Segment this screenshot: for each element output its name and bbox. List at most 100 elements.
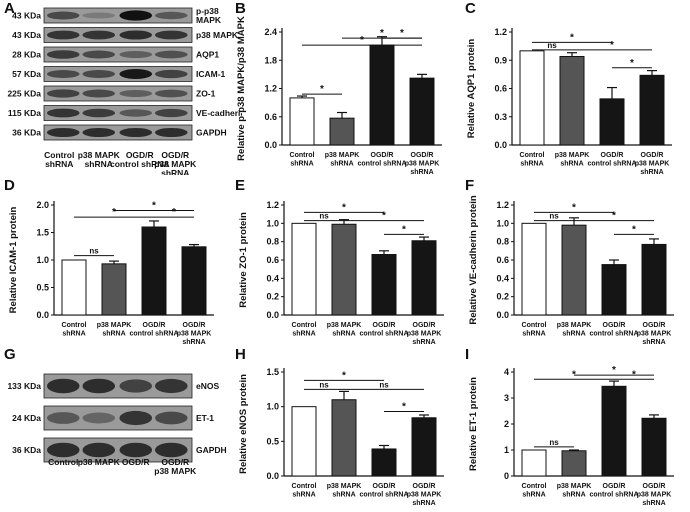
blot-kda-label: 225 KDa — [7, 89, 41, 99]
chart-d-y-tick-label: 0.0 — [36, 310, 49, 320]
blot-kda-label: 57 KDa — [12, 69, 41, 79]
chart-e-category-label: Control — [292, 322, 317, 329]
chart-e-y-tick-label: 0.6 — [266, 255, 279, 265]
chart-e-category-label: OGD/R — [413, 322, 436, 329]
chart-d-category-label: control shRNA — [130, 331, 179, 338]
chart-f-y-tick-label: 0.2 — [496, 292, 509, 302]
chart-b-category-label: shRNA — [410, 169, 433, 175]
chart-i-category-label: OGD/R — [643, 483, 666, 490]
chart-e-y-axis-label: Relative ZO-1 protein — [238, 212, 249, 308]
chart-b-y-axis-label: Relative p-p38 MAPK/p38 MAPK — [236, 16, 247, 161]
blot-protein-label: ET-1 — [196, 413, 214, 423]
chart-h-bar — [291, 406, 317, 477]
blot-strip — [43, 66, 193, 82]
blot-band — [119, 109, 153, 117]
chart-h-category-label: OGD/R — [413, 483, 436, 490]
chart-i-y-tick-label: 2 — [504, 419, 509, 429]
chart-e-y-tick-label: 1.2 — [266, 200, 279, 210]
chart-i-error-bar — [649, 414, 659, 419]
chart-f-error-bar — [649, 238, 659, 245]
chart-c-y-tick-label: 0.6 — [494, 84, 507, 94]
chart-h-significance-label: * — [342, 370, 346, 381]
chart-h-y-tick-label: 1.0 — [266, 402, 279, 412]
blot-band — [82, 412, 116, 424]
chart-h-error-bar — [379, 444, 389, 449]
chart-f-significance-label: * — [612, 211, 616, 222]
chart-panel-e: E Relative ZO-1 protein 0.0 0.2 0.4 0.6 0.8 1.… — [230, 175, 460, 352]
chart-b-y-tick-label: 2.4 — [264, 27, 277, 37]
chart-h-y-axis-label: Relative eNOS protein — [238, 374, 249, 474]
chart-h-bar — [411, 417, 437, 477]
chart-e-category-label: shRNA — [332, 331, 355, 338]
blot-band — [155, 108, 188, 118]
chart-i-y-tick-label: 4 — [504, 367, 509, 377]
chart-panel-b: B Relative p-p38 MAPK/p38 MAPK 0.0 0.6 1.2 1… — [228, 0, 460, 180]
chart-b-bar — [329, 117, 355, 146]
chart-h-significance-label: ns — [319, 380, 329, 389]
blot-row: 115 KDa VE-cadherin — [8, 105, 240, 121]
chart-b-y-tick-label: 1.2 — [264, 84, 277, 94]
chart-b-error-bar — [417, 73, 427, 79]
chart-c-bar — [519, 50, 545, 146]
chart-e-category-label: OGD/R — [373, 322, 396, 329]
chart-c-error-bar — [567, 52, 577, 57]
chart-d-category-label: p38 MAPK — [97, 322, 132, 329]
blot-band — [46, 127, 80, 138]
chart-h-significance-label: ns — [379, 380, 389, 389]
blot-band — [46, 70, 80, 78]
bar-chart-d: Relative ICAM-1 protein 0.0 0.5 1.0 1.5 2.0 Co… — [8, 200, 214, 346]
chart-c-category-label: Control — [520, 152, 545, 159]
chart-c-error-bar — [607, 86, 617, 99]
chart-e-significance-label: ns — [319, 212, 329, 221]
blot-row: 133 KDa eNOS — [7, 373, 219, 399]
blot-kda-label: 43 KDa — [12, 11, 41, 21]
chart-e-y-tick-label: 0.2 — [266, 292, 279, 302]
chart-c-category-label: OGD/R — [601, 152, 624, 159]
chart-c-bar — [559, 55, 585, 146]
panel-letter-i: I — [465, 346, 470, 363]
chart-f-significance-label: * — [572, 202, 576, 213]
blot-row: 24 KDa ET-1 — [12, 405, 214, 431]
chart-i-category-label: shRNA — [522, 492, 545, 499]
blot-band — [155, 69, 188, 79]
chart-f-category-label: p38 MAPK — [557, 322, 592, 329]
chart-f-error-bar — [569, 217, 579, 226]
chart-h-y-tick-label: 1.5 — [266, 367, 279, 377]
blot-strip — [43, 7, 193, 24]
chart-b-error-bar — [297, 95, 307, 98]
chart-d-error-bar — [189, 243, 199, 247]
chart-c-y-tick-label: 0.3 — [494, 112, 507, 122]
bar-chart-e: Relative ZO-1 protein 0.0 0.2 0.4 0.6 0.8 1.0 1… — [238, 200, 444, 346]
chart-f-significance-label: ns — [549, 212, 559, 221]
chart-d-significance-label: * — [152, 201, 156, 212]
chart-b-category-label: OGD/R — [371, 152, 394, 159]
blot-kda-label: 43 KDa — [12, 30, 41, 40]
chart-h-category-label: shRNA — [412, 500, 435, 507]
blot-group-label: p38 MAPK — [78, 457, 121, 467]
chart-c-error-bar — [647, 70, 657, 76]
blot-strip — [43, 85, 193, 102]
chart-f-y-tick-label: 0.8 — [496, 237, 509, 247]
blot-group-label: Control — [44, 150, 74, 160]
chart-b-significance-label: * — [360, 35, 364, 46]
blot-band — [46, 442, 80, 458]
chart-i-bar — [601, 385, 627, 477]
blot-band — [155, 378, 188, 394]
chart-e-category-label: shRNA — [412, 339, 435, 346]
chart-panel-h: H Relative eNOS protein 0.0 0.5 1.0 1.5 Contr… — [230, 346, 460, 512]
blot-band — [82, 12, 116, 19]
chart-d-y-axis-label: Relative ICAM-1 protein — [8, 206, 19, 313]
chart-c-y-tick-label: 0.9 — [494, 55, 507, 65]
blot-strip — [43, 27, 193, 43]
blot-band — [82, 442, 116, 458]
blot-band — [119, 30, 153, 40]
blot-band — [119, 89, 153, 98]
chart-b-category-label: shRNA — [290, 161, 313, 168]
chart-h-category-label: p38 MAPK — [327, 483, 362, 490]
blot-band — [119, 10, 153, 21]
panel-letter-g: G — [4, 346, 16, 363]
chart-d-category-label: Control — [62, 322, 87, 329]
blot-row: 43 KDa p38 MAPK — [12, 27, 239, 43]
blot-group-label: Control — [48, 457, 78, 467]
